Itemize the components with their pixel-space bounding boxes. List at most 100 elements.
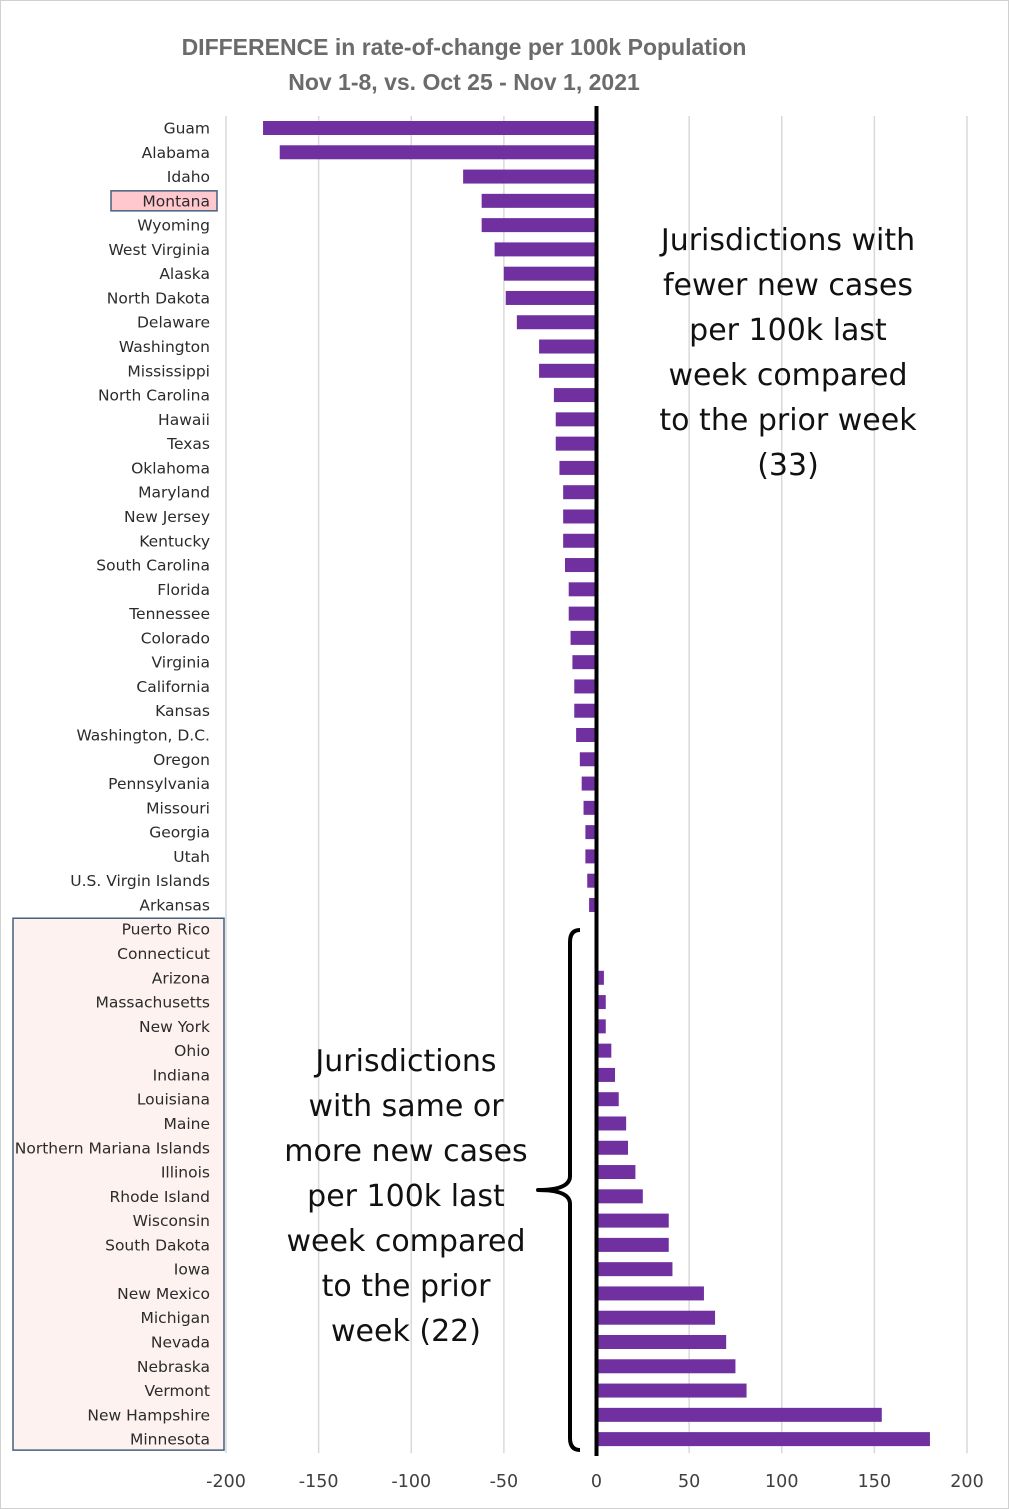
category-label: Iowa [174, 1261, 210, 1279]
x-tick-label: -100 [391, 1472, 431, 1492]
bar [570, 630, 597, 645]
bar [596, 1359, 736, 1374]
bar [563, 485, 597, 500]
bar [585, 849, 597, 864]
annotation-fewer-line: per 100k last [689, 313, 887, 348]
bar [565, 558, 597, 573]
bar [574, 679, 597, 694]
category-label: Colorado [141, 629, 210, 647]
category-label: Arizona [152, 969, 210, 987]
bar [516, 315, 597, 330]
x-tick-label: -50 [490, 1472, 519, 1492]
bar [596, 1165, 636, 1180]
x-tick-label: 0 [591, 1472, 602, 1492]
bar [596, 1432, 930, 1447]
bar [596, 1213, 669, 1228]
category-label: New York [139, 1018, 210, 1036]
category-label: New Mexico [117, 1285, 210, 1303]
category-label: Washington [119, 338, 210, 356]
annotation-more-line: more new cases [284, 1134, 527, 1169]
category-label: Arkansas [139, 896, 210, 914]
bar [563, 509, 597, 524]
category-label: Mississippi [127, 362, 210, 380]
bar [555, 412, 597, 427]
gridlines [225, 116, 968, 1454]
x-tick-label: -150 [299, 1472, 339, 1492]
chart-subtitle: Nov 1-8, vs. Oct 25 - Nov 1, 2021 [288, 69, 640, 95]
bar [596, 1407, 882, 1422]
more-cases-group-rect [12, 917, 225, 1451]
annotation-more-line: per 100k last [307, 1179, 505, 1214]
category-label: Kentucky [139, 532, 210, 550]
category-label: West Virginia [109, 241, 210, 259]
category-labels: Guam Alabama Idaho Montana Wyoming West Virgi… [15, 120, 210, 1449]
bar [568, 606, 597, 621]
category-label: Puerto Rico [122, 921, 210, 939]
bar [596, 1067, 616, 1082]
bar [555, 436, 597, 451]
category-label: Missouri [146, 799, 210, 817]
bar [572, 655, 597, 670]
category-label: Nebraska [137, 1358, 210, 1376]
category-label: Georgia [149, 824, 210, 842]
bar [596, 1383, 747, 1398]
bar [596, 1262, 673, 1277]
annotation-more-line: week (22) [331, 1314, 481, 1349]
category-label: Florida [157, 581, 210, 599]
bar [481, 193, 597, 208]
bar [581, 776, 597, 791]
category-label: Virginia [152, 654, 210, 672]
bar [596, 1335, 727, 1349]
category-label: Michigan [141, 1309, 211, 1327]
bar [279, 145, 597, 160]
category-label: New Hampshire [87, 1406, 210, 1424]
bar [596, 1092, 619, 1107]
bar [585, 825, 597, 840]
x-tick-label: 200 [950, 1472, 983, 1492]
annotation-fewer-line: fewer new cases [663, 268, 913, 303]
more-cases-group-box [12, 190, 225, 1451]
annotation-more-line: week compared [286, 1224, 525, 1259]
bar [596, 1310, 716, 1325]
category-label: Oregon [153, 751, 210, 769]
bar [583, 800, 597, 815]
bar [553, 388, 597, 403]
bar [589, 897, 597, 912]
annotation-fewer-line: to the prior week [659, 403, 917, 438]
category-label: Alaska [159, 265, 210, 283]
annotations: Jurisdictions with fewer new cases per 100… [284, 223, 917, 1452]
category-label: Tennessee [128, 605, 210, 623]
x-tick-label: 150 [858, 1472, 891, 1492]
category-label: U.S. Virgin Islands [70, 872, 210, 890]
annotation-more-line: with same or [308, 1089, 504, 1124]
bar [568, 582, 597, 597]
annotation-more-line: to the prior [322, 1269, 491, 1304]
bar [503, 266, 597, 281]
category-label: California [136, 678, 210, 696]
bar [559, 460, 597, 475]
bar [596, 1189, 643, 1204]
annotation-fewer-line: week compared [668, 358, 907, 393]
category-label: Delaware [137, 314, 210, 332]
category-label: Texas [166, 435, 210, 453]
category-label: North Dakota [107, 289, 210, 307]
x-tick-label: 100 [765, 1472, 798, 1492]
category-label: Utah [173, 848, 210, 866]
category-label: Nevada [151, 1334, 210, 1352]
x-tick-label: 50 [678, 1472, 700, 1492]
category-label: Maryland [138, 484, 210, 502]
bar [463, 169, 597, 184]
x-tick-label: -200 [206, 1472, 246, 1492]
category-label: Oklahoma [131, 459, 210, 477]
bar [494, 242, 597, 257]
category-label: Connecticut [117, 945, 210, 963]
x-tick-labels: -200 -150 -100 -50 0 50 100 150 200 [206, 1472, 984, 1492]
category-label: South Carolina [96, 557, 210, 575]
bar [596, 1043, 612, 1058]
category-label: Indiana [153, 1066, 210, 1084]
bar [596, 1019, 606, 1034]
category-label: Rhode Island [110, 1188, 211, 1206]
bar [596, 970, 604, 985]
category-label: Massachusetts [95, 994, 210, 1012]
bar [574, 703, 597, 718]
